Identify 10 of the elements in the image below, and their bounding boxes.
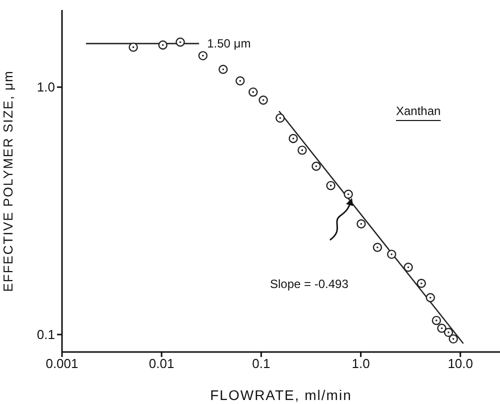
x-tick-label: 0.001 — [46, 356, 78, 372]
y-axis-title: EFFECTIVE POLYMER SIZE, μm — [0, 70, 16, 292]
x-tick-label: 0.1 — [252, 356, 270, 372]
x-tick-label: 1.0 — [352, 356, 370, 372]
x-tick-label: 0.01 — [148, 356, 174, 372]
annotation: Xanthan — [396, 104, 441, 118]
x-axis-title: FLOWRATE, ml/min — [210, 387, 352, 403]
x-tick-label: 10.0 — [448, 356, 474, 372]
annotation: 1.50 μm — [207, 36, 251, 51]
annotation: Slope = -0.493 — [270, 277, 348, 291]
